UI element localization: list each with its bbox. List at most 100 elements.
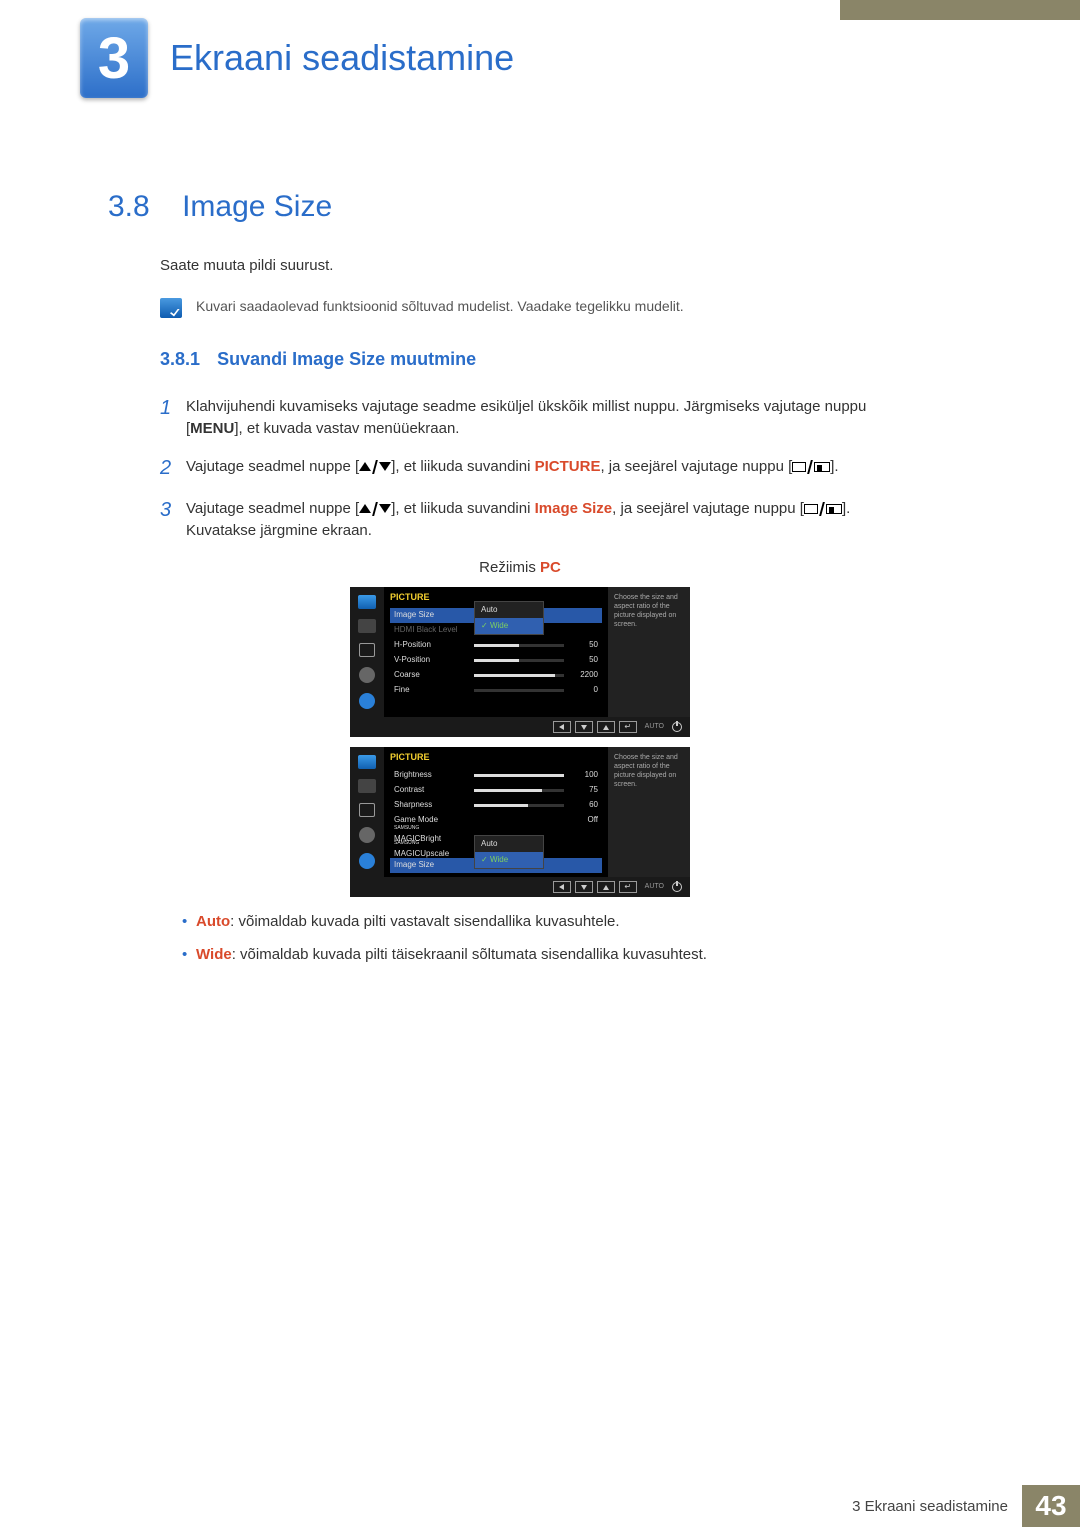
- bullet-text: : võimaldab kuvada pilti täisekraanil sõ…: [232, 946, 707, 963]
- step-number: 2: [160, 453, 186, 483]
- note-text: Kuvari saadaolevad funktsioonid sõltuvad…: [196, 296, 684, 317]
- bullet-wide: Wide: võimaldab kuvada pilti täisekraani…: [182, 944, 880, 967]
- osd-description: Choose the size and aspect ratio of the …: [608, 747, 690, 877]
- osd-screenshot-2: PICTURE Brightness 100 Contrast 75 Sharpne…: [350, 747, 690, 897]
- note-row: Kuvari saadaolevad funktsioonid sõltuvad…: [160, 296, 880, 318]
- dropdown-item-selected: Wide: [475, 618, 543, 634]
- osd-label: Image Size: [394, 609, 474, 621]
- nav-left-icon: [553, 881, 571, 893]
- step-3: 3 Vajutage seadmel nuppe [ ], et liikuda …: [160, 495, 880, 543]
- source-enter-icon: [792, 460, 830, 474]
- mode-value: PC: [540, 559, 561, 576]
- step-text: Vajutage seadmel nuppe [ ], et liikuda su…: [186, 495, 880, 543]
- section-title: Image Size: [182, 190, 332, 223]
- osd-value: 100: [570, 769, 598, 781]
- osd-row: H-Position 50: [390, 638, 602, 653]
- top-accent-bar: [840, 0, 1080, 20]
- osd-value: 60: [570, 799, 598, 811]
- dropdown-item: Auto: [475, 602, 543, 618]
- bullet-label: Auto: [196, 913, 230, 930]
- steps-list: 1 Klahvijuhendi kuvamiseks vajutage sead…: [160, 393, 880, 543]
- bullet-label: Wide: [196, 946, 232, 963]
- osd-row: Coarse2200: [390, 668, 602, 683]
- osd-value: 50: [570, 654, 598, 666]
- source-enter-icon: [804, 502, 842, 516]
- osd-label: HDMI Black Level: [394, 624, 474, 636]
- bullet-list: Auto: võimaldab kuvada pilti vastavalt s…: [182, 911, 880, 966]
- step-text-b: ], et liikuda suvandini: [391, 458, 534, 475]
- osd-value: 2200: [570, 669, 598, 681]
- osd-label: Sharpness: [394, 799, 474, 811]
- osd-screenshot-1: PICTURE Image Size HDMI Black Level H-Po…: [350, 587, 690, 737]
- dropdown-item: Auto: [475, 836, 543, 852]
- osd-description: Choose the size and aspect ratio of the …: [608, 587, 690, 717]
- osd-sidebar: [350, 747, 384, 877]
- info-icon: [359, 693, 375, 709]
- osd-label: SAMSUNGMAGICUpscale: [394, 840, 474, 860]
- osd-main: PICTURE Brightness 100 Contrast 75 Sharpne…: [384, 747, 608, 877]
- step-text-d: ].: [830, 458, 838, 475]
- power-icon: [672, 722, 682, 732]
- osd-nav-footer: ↵ AUTO: [350, 717, 690, 737]
- power-icon: [672, 882, 682, 892]
- osd-row: Contrast 75: [390, 783, 602, 798]
- note-icon: [160, 298, 182, 318]
- osd-row: Brightness 100: [390, 768, 602, 783]
- osd-dropdown: Auto Wide: [474, 601, 544, 635]
- osd-label: H-Position: [394, 639, 474, 651]
- osd-sidebar: [350, 587, 384, 717]
- step-text: Vajutage seadmel nuppe [ ], et liikuda su…: [186, 453, 839, 483]
- chapter-title: Ekraani seadistamine: [170, 37, 514, 79]
- step-text-b: ], et kuvada vastav menüüekraan.: [234, 420, 459, 437]
- gear-icon: [359, 667, 375, 683]
- mode-prefix: Režiimis: [479, 559, 540, 576]
- nav-auto-label: AUTO: [641, 881, 668, 893]
- up-down-icon: [359, 460, 391, 474]
- content-body: Saate muuta pildi suurust. Kuvari saadao…: [160, 255, 880, 976]
- monitor-icon: [358, 755, 376, 769]
- step-text-a: Vajutage seadmel nuppe [: [186, 458, 359, 475]
- osd-label: Fine: [394, 684, 474, 696]
- bullet-text: : võimaldab kuvada pilti vastavalt sisen…: [230, 913, 619, 930]
- nav-down-icon: [575, 881, 593, 893]
- nav-up-icon: [597, 721, 615, 733]
- step-text-c: , ja seejärel vajutage nuppu [: [612, 500, 804, 517]
- page-footer: 3 Ekraani seadistamine 43: [852, 1485, 1080, 1527]
- arrows-icon: [359, 803, 375, 817]
- osd-label: Image Size: [394, 859, 474, 871]
- gear-icon: [359, 827, 375, 843]
- step-text-c: , ja seejärel vajutage nuppu [: [600, 458, 792, 475]
- osd-main: PICTURE Image Size HDMI Black Level H-Po…: [384, 587, 608, 717]
- step-text: Klahvijuhendi kuvamiseks vajutage seadme…: [186, 393, 880, 441]
- step-text-a: Vajutage seadmel nuppe [: [186, 500, 359, 517]
- chapter-header: 3 Ekraani seadistamine: [80, 18, 514, 98]
- list-icon: [358, 619, 376, 633]
- osd-label: Contrast: [394, 784, 474, 796]
- mode-label: Režiimis PC: [160, 557, 880, 580]
- osd-nav-footer: ↵ AUTO: [350, 877, 690, 897]
- osd-value: 75: [570, 784, 598, 796]
- osd-row: Fine0: [390, 683, 602, 698]
- up-down-icon: [359, 502, 391, 516]
- section-number: 3.8: [108, 190, 150, 223]
- osd-row: Sharpness 60: [390, 798, 602, 813]
- nav-auto-label: AUTO: [641, 721, 668, 733]
- arrows-icon: [359, 643, 375, 657]
- step-number: 1: [160, 393, 186, 441]
- footer-chapter-label: 3 Ekraani seadistamine: [852, 1498, 1008, 1515]
- info-icon: [359, 853, 375, 869]
- osd-row: V-Position50: [390, 653, 602, 668]
- osd-value: 50: [570, 639, 598, 651]
- subsection-title: Suvandi Image Size muutmine: [217, 349, 476, 369]
- subsection-number: 3.8.1: [160, 349, 200, 369]
- step-number: 3: [160, 495, 186, 543]
- nav-enter-icon: ↵: [619, 721, 637, 733]
- osd-label: Brightness: [394, 769, 474, 781]
- intro-paragraph: Saate muuta pildi suurust.: [160, 255, 880, 278]
- osd-title: PICTURE: [390, 751, 602, 765]
- step-text-b: ], et liikuda suvandini: [391, 500, 534, 517]
- monitor-icon: [358, 595, 376, 609]
- nav-up-icon: [597, 881, 615, 893]
- osd-value: Off: [570, 814, 598, 826]
- footer-page-number: 43: [1022, 1485, 1080, 1527]
